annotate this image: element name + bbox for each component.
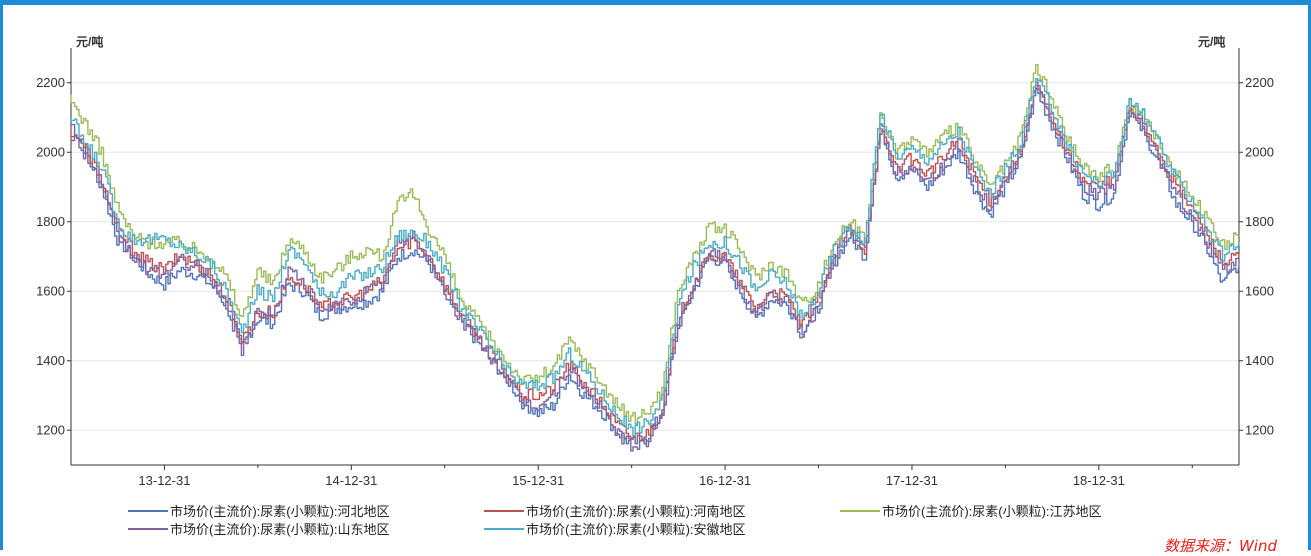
x-tick-label: 18-12-31 (1073, 473, 1125, 488)
legend-item-henan: 市场价(主流价):尿素(小颗粒):河南地区 (484, 501, 746, 520)
x-tick-label: 17-12-31 (886, 473, 938, 488)
y-tick-label-left: 2000 (36, 144, 65, 159)
y-tick-label-left: 2200 (36, 75, 65, 90)
y-tick-label-right: 1600 (1245, 283, 1274, 298)
legend-line-henan (484, 509, 524, 512)
x-tick-label: 13-12-31 (138, 473, 190, 488)
legend-item-jiangsu: 市场价(主流价):尿素(小颗粒):江苏地区 (840, 501, 1102, 520)
legend-item-hebei: 市场价(主流价):尿素(小颗粒):河北地区 (128, 501, 390, 520)
y-tick-label-right: 2200 (1245, 75, 1274, 90)
y-tick-label-right: 1800 (1245, 214, 1274, 229)
legend-item-anhui: 市场价(主流价):尿素(小颗粒):安徽地区 (484, 519, 746, 538)
axes: 1200 1200 1400 1400 1600 1600 1800 1800 2000 2000… (36, 48, 1274, 488)
legend-item-shandong: 市场价(主流价):尿素(小颗粒):山东地区 (128, 519, 390, 538)
y-tick-label-left: 1400 (36, 353, 65, 368)
legend-label-anhui: 市场价(主流价):尿素(小颗粒):安徽地区 (526, 522, 746, 537)
y-tick-label-left: 1600 (36, 283, 65, 298)
series-line-2 (70, 63, 1240, 425)
data-source: 数据来源：Wind (1163, 537, 1277, 555)
gridlines (71, 82, 1239, 431)
right-axis-unit: 元/吨 (1198, 34, 1225, 49)
series-line-4 (70, 78, 1240, 437)
legend-label-hebei: 市场价(主流价):尿素(小颗粒):河北地区 (170, 504, 390, 519)
legend-line-anhui (484, 527, 524, 530)
y-tick-label-right: 1400 (1245, 353, 1274, 368)
x-tick-label: 16-12-31 (699, 473, 751, 488)
legend-line-hebei (128, 509, 168, 512)
legend-label-henan: 市场价(主流价):尿素(小颗粒):河南地区 (526, 504, 746, 519)
legend-label-jiangsu: 市场价(主流价):尿素(小颗粒):江苏地区 (882, 504, 1102, 519)
series-line-3 (70, 81, 1240, 452)
x-tick-label: 15-12-31 (512, 473, 564, 488)
left-axis-unit: 元/吨 (76, 34, 103, 49)
y-tick-label-right: 2000 (1245, 144, 1274, 159)
legend-line-jiangsu (840, 509, 880, 512)
y-tick-label-right: 1200 (1245, 422, 1274, 437)
urea-price-chart: 1200 1200 1400 1400 1600 1600 1800 1800 2000 2000… (36, 34, 1274, 488)
x-tick-label: 14-12-31 (325, 473, 377, 488)
series-line-0 (70, 88, 1240, 445)
legend-label-shandong: 市场价(主流价):尿素(小颗粒):山东地区 (170, 522, 390, 537)
series-group (70, 63, 1240, 452)
y-tick-label-left: 1800 (36, 214, 65, 229)
legend-line-shandong (128, 527, 168, 530)
y-tick-label-left: 1200 (36, 422, 65, 437)
